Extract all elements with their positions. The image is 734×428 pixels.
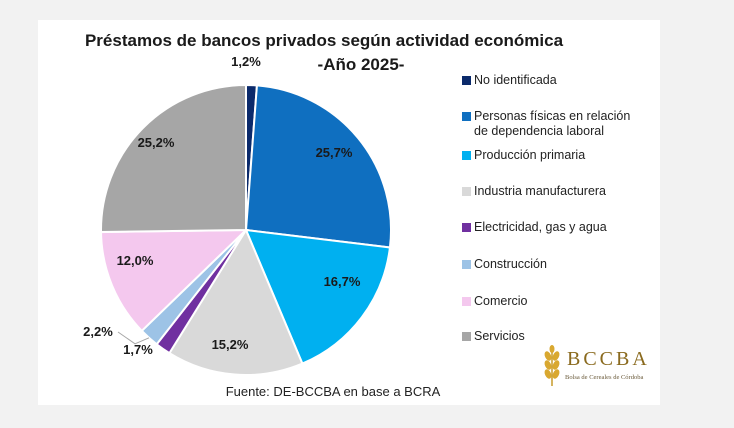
slice-label: 25,7% bbox=[316, 145, 353, 160]
legend-label: No identificada bbox=[474, 73, 557, 87]
chart-title: Préstamos de bancos privados según activ… bbox=[84, 31, 564, 50]
legend-item: Producción primaria bbox=[462, 148, 585, 163]
pie-slice bbox=[244, 84, 392, 249]
legend-label: Construcción bbox=[474, 257, 547, 271]
slice-label: 16,7% bbox=[324, 274, 361, 289]
slice-label: 25,2% bbox=[138, 135, 175, 150]
wheat-icon bbox=[544, 345, 560, 386]
chart-card: Préstamos de bancos privados según activ… bbox=[38, 20, 660, 405]
legend-swatch bbox=[462, 223, 471, 232]
pie-slice bbox=[168, 227, 304, 376]
pie-slice bbox=[100, 228, 249, 333]
legend-swatch bbox=[462, 297, 471, 306]
source-note: Fuente: DE-BCCBA en base a BCRA bbox=[225, 384, 441, 399]
legend-swatch bbox=[462, 332, 471, 341]
slice-label: 15,2% bbox=[212, 337, 249, 352]
bccba-logo: BCCBA Bolsa de Cereales de Córdoba bbox=[541, 342, 656, 387]
legend-item: No identificada bbox=[462, 73, 557, 88]
logo-name: BCCBA bbox=[567, 348, 650, 370]
legend-swatch bbox=[462, 151, 471, 160]
logo-subtitle: Bolsa de Cereales de Córdoba bbox=[565, 374, 644, 381]
legend-swatch bbox=[462, 76, 471, 85]
leader-line bbox=[117, 331, 150, 345]
legend-label: Industria manufacturera bbox=[474, 184, 607, 198]
slice-label: 12,0% bbox=[117, 253, 154, 268]
legend-label: Personas físicas en relación de dependenc… bbox=[474, 109, 631, 138]
legend-label: Servicios bbox=[474, 329, 525, 343]
legend-swatch bbox=[462, 260, 471, 269]
legend-label: Producción primaria bbox=[474, 148, 586, 162]
legend-item: Industria manufacturera bbox=[462, 184, 606, 199]
pie-chart: 1,2% 25,7% 16,7% 15,2% 1,7% 2,2% 12,0% 25,2% bbox=[83, 54, 392, 376]
legend-item: Comercio bbox=[462, 294, 528, 309]
slice-label: 2,2% bbox=[83, 324, 113, 339]
legend-item: Electricidad, gas y agua bbox=[462, 220, 607, 235]
legend-label: Electricidad, gas y agua bbox=[474, 220, 607, 234]
legend-swatch bbox=[462, 187, 471, 196]
pie-slice bbox=[244, 228, 392, 365]
slice-label: 1,2% bbox=[231, 54, 261, 69]
slice-label: 1,7% bbox=[123, 342, 153, 357]
chart-subtitle: -Año 2025- bbox=[317, 55, 405, 74]
legend-item: Personas físicas en relación de dependenc… bbox=[462, 109, 630, 139]
pie-slice bbox=[100, 83, 247, 234]
legend-swatch bbox=[462, 112, 471, 121]
legend-item: Servicios bbox=[462, 329, 525, 344]
legend-item: Construcción bbox=[462, 257, 547, 272]
legend-label: Comercio bbox=[474, 294, 528, 308]
